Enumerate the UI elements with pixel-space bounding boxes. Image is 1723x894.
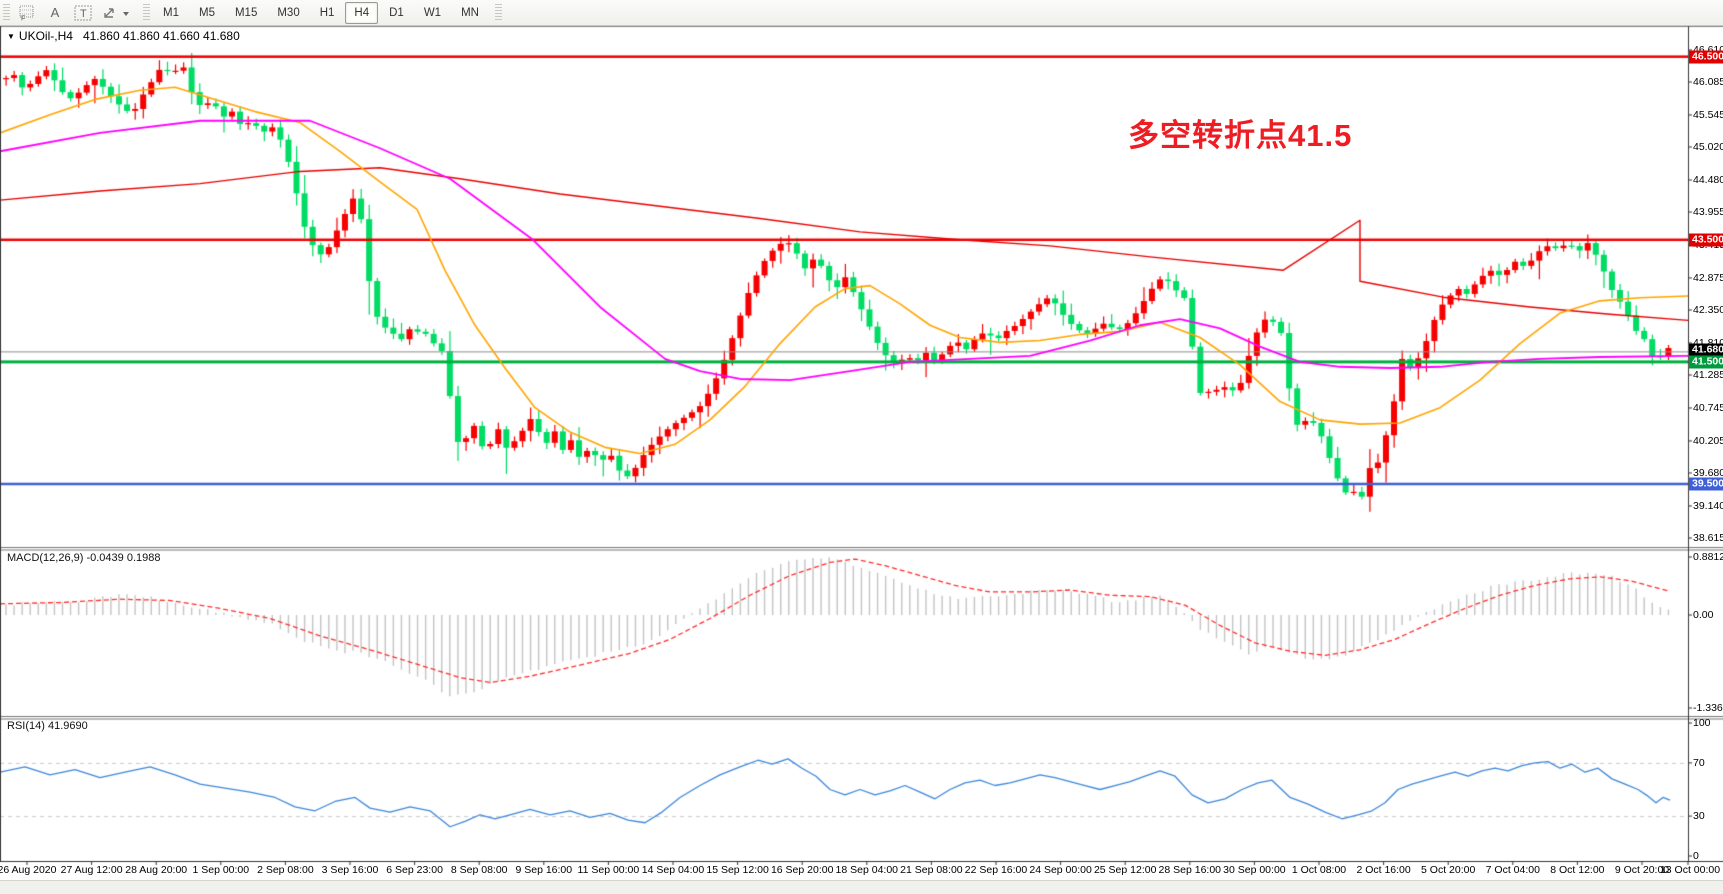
toolbar: F A T M1 M5 M15 M30 H1 H4 D1 W1 MN <box>0 0 1723 26</box>
macd-label: MACD(12,26,9) -0.0439 0.1988 <box>7 552 161 564</box>
toolbar-grip[interactable] <box>494 3 502 22</box>
toolbar-grip[interactable] <box>3 3 10 22</box>
timeframe-bar: M1 M5 M15 M30 H1 H4 D1 W1 MN <box>153 1 489 24</box>
toolbar-grip[interactable] <box>143 3 150 22</box>
timeframe-button-M30[interactable]: M30 <box>277 6 300 19</box>
timeframe-button-M5[interactable]: M5 <box>198 6 215 19</box>
timeframe-button-H1[interactable]: H1 <box>319 6 335 19</box>
timeframe-button-D1[interactable]: D1 <box>389 6 404 19</box>
dropdown-caret-icon <box>123 11 129 16</box>
timeframe-button-M1[interactable]: M1 <box>163 6 179 19</box>
svg-text:T: T <box>80 8 87 20</box>
timeframe-button-H4[interactable]: H4 <box>345 1 379 24</box>
symbol-name: UKOil-,H4 <box>18 29 73 43</box>
label-a-glyph: A <box>50 5 60 20</box>
chart-title: ▼ UKOil-,H4 41.860 41.860 41.660 41.680 <box>7 29 240 43</box>
symbol-dropdown-icon[interactable]: ▼ <box>7 32 15 41</box>
svg-text:F: F <box>21 15 25 21</box>
annotation-text: 多空转折点41.5 <box>1128 118 1353 153</box>
ohlc-quote: 41.860 41.860 41.660 41.680 <box>82 29 240 43</box>
text-box-t-icon[interactable]: T <box>70 2 96 24</box>
text-label-a-icon[interactable]: A <box>42 2 68 24</box>
grid-f-icon[interactable]: F <box>14 2 40 24</box>
timeframe-button-M15[interactable]: M15 <box>234 6 258 19</box>
timeframe-button-MN[interactable]: MN <box>461 6 479 19</box>
arrow-tool-icon[interactable] <box>98 2 134 24</box>
timeframe-button-W1[interactable]: W1 <box>423 6 442 19</box>
window-bottom-strip <box>0 880 1723 894</box>
rsi-label: RSI(14) 41.9690 <box>7 720 88 732</box>
